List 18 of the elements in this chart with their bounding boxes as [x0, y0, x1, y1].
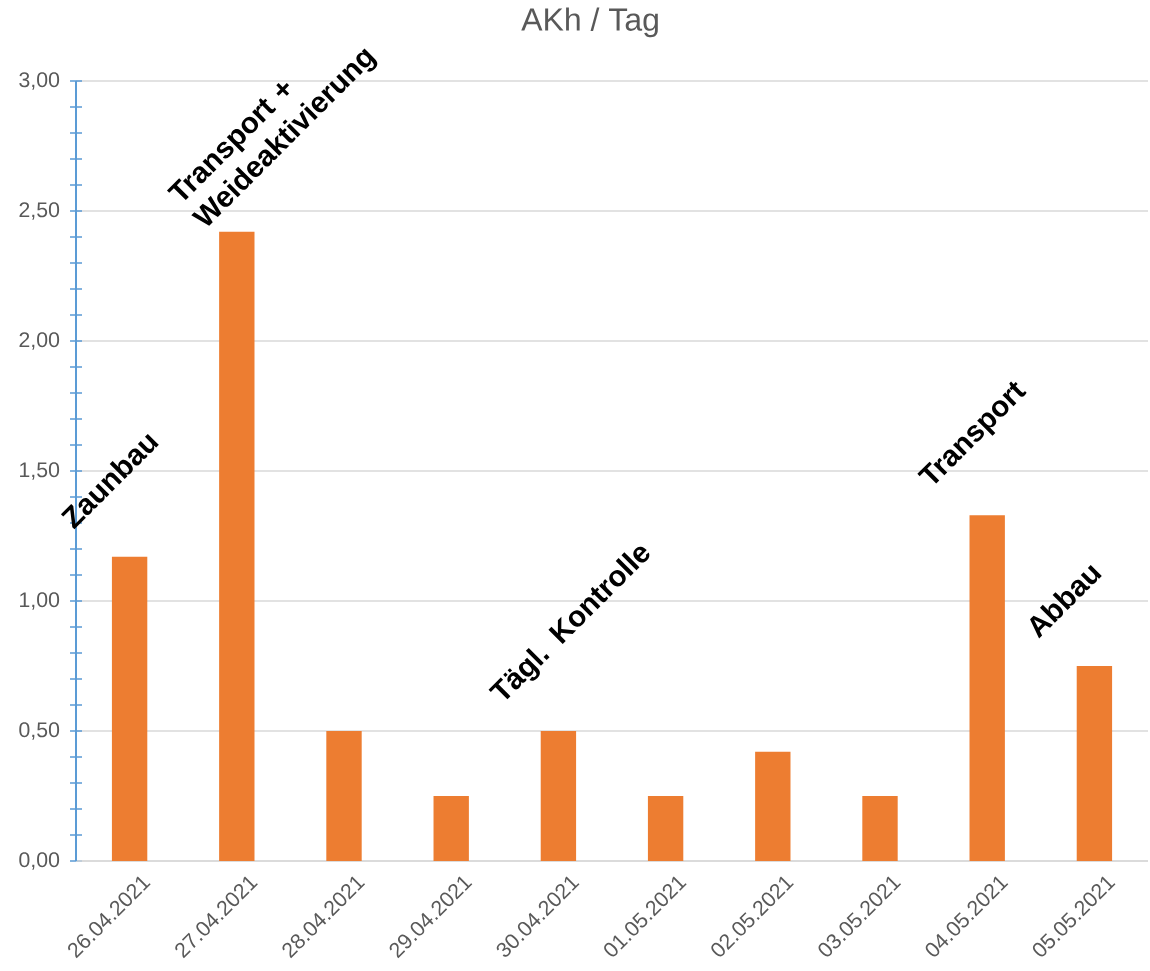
- bar: [219, 231, 255, 861]
- bar: [755, 751, 791, 861]
- y-tick-label: 0,00: [19, 852, 60, 870]
- bar: [433, 795, 469, 861]
- y-tick-label: 0,50: [19, 722, 60, 740]
- bar: [540, 730, 577, 861]
- bar: [647, 795, 684, 861]
- y-tick-label: 1,00: [20, 592, 60, 610]
- y-tick-label: 2,00: [19, 332, 60, 350]
- bar: [862, 795, 898, 861]
- bar: [1076, 665, 1113, 861]
- bar: [326, 730, 362, 861]
- y-tick-label: 3,00: [19, 72, 60, 90]
- bar: [111, 556, 148, 861]
- y-tick-label: 1,50: [20, 462, 60, 480]
- y-tick-label: 2,50: [19, 202, 60, 220]
- chart-title: AKh / Tag: [521, 7, 658, 38]
- bar: [969, 515, 1005, 861]
